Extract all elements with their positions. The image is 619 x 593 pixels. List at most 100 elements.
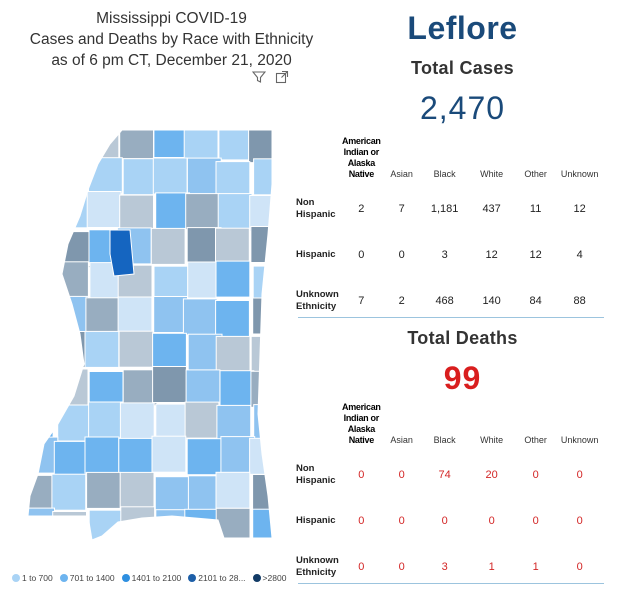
county-shape[interactable] [55, 191, 90, 229]
county-shape[interactable] [154, 476, 190, 514]
county-shape[interactable] [155, 403, 191, 441]
county-shape[interactable] [215, 227, 250, 265]
county-shape[interactable] [215, 471, 251, 509]
county-shape[interactable] [218, 124, 254, 161]
selected-county-shape[interactable] [109, 229, 135, 277]
county-shape[interactable] [248, 127, 283, 164]
county-shape[interactable] [186, 438, 222, 476]
county-shape[interactable] [88, 401, 123, 439]
county-shape[interactable] [250, 370, 284, 408]
legend-item[interactable]: 2101 to 28... [188, 573, 246, 583]
county-shape[interactable] [215, 507, 251, 544]
county-shape[interactable] [249, 437, 284, 475]
county-shape[interactable] [22, 507, 55, 544]
county-shape[interactable] [152, 366, 187, 403]
county-shape[interactable] [53, 331, 89, 368]
county-shape[interactable] [86, 471, 121, 509]
legend-swatch [59, 574, 68, 582]
table-cell: 4 [576, 249, 583, 261]
county-shape[interactable] [219, 370, 255, 408]
county-shape[interactable] [117, 296, 153, 334]
col-header: Black [433, 435, 456, 445]
county-shape[interactable] [84, 330, 120, 368]
county-shape[interactable] [215, 161, 251, 199]
county-shape[interactable] [153, 124, 189, 158]
table-cell: 0 [532, 515, 539, 527]
county-shape[interactable] [122, 158, 158, 196]
county-shape[interactable] [252, 474, 284, 511]
county-shape[interactable] [184, 401, 220, 439]
county-shape[interactable] [85, 297, 121, 335]
county-shape[interactable] [183, 125, 219, 162]
table-cell: 0 [398, 469, 405, 481]
county-shape[interactable] [54, 261, 89, 299]
table-row: Unknown Ethnicity 7 2 468 140 84 88 [296, 278, 603, 324]
table-cell: 0 [358, 561, 365, 573]
county-shape[interactable] [153, 296, 188, 333]
county-shape[interactable] [22, 371, 57, 409]
county-shape[interactable] [22, 158, 54, 196]
county-shape[interactable] [119, 194, 154, 232]
county-shape[interactable] [118, 437, 154, 475]
county-shape[interactable] [22, 265, 56, 303]
legend-item[interactable]: >2800 [252, 573, 286, 583]
county-shape[interactable] [151, 435, 187, 473]
deaths-table: American Indian or Alaska Native Asian B… [296, 402, 603, 590]
county-shape[interactable] [184, 508, 220, 544]
county-shape[interactable] [252, 508, 284, 544]
col-header: White [480, 169, 504, 179]
county-shape[interactable] [53, 368, 89, 406]
county-shape[interactable] [215, 260, 251, 298]
county-shape[interactable] [22, 474, 55, 512]
county-shape[interactable] [185, 369, 221, 407]
county-shape[interactable] [22, 230, 55, 268]
map-svg[interactable] [22, 124, 284, 544]
row-label: Non Hispanic [296, 463, 336, 486]
county-shape[interactable] [220, 436, 256, 474]
legend-item[interactable]: 1401 to 2100 [121, 573, 181, 583]
county-shape[interactable] [250, 335, 284, 373]
table-cell: 2 [358, 203, 365, 215]
county-shape[interactable] [53, 440, 89, 478]
title-line-2: Cases and Deaths by Race with Ethnicity [29, 31, 314, 48]
county-shape[interactable] [185, 193, 220, 231]
mississippi-county-map[interactable] [22, 124, 284, 544]
county-shape[interactable] [150, 227, 186, 265]
county-shape[interactable] [217, 193, 253, 231]
table-row: Non Hispanic 0 0 74 20 0 0 [296, 452, 603, 498]
county-shape[interactable] [119, 124, 154, 160]
county-shape[interactable] [122, 369, 158, 407]
county-shape[interactable] [252, 265, 284, 303]
county-shape[interactable] [52, 158, 88, 195]
county-shape[interactable] [86, 191, 122, 228]
county-shape[interactable] [84, 436, 120, 474]
county-shape[interactable] [252, 297, 284, 335]
county-shape[interactable] [155, 192, 190, 230]
county-shape[interactable] [215, 300, 250, 337]
county-shape[interactable] [152, 157, 188, 195]
legend-item[interactable]: 701 to 1400 [59, 573, 115, 583]
legend-item[interactable]: 1 to 700 [12, 573, 53, 583]
county-shape[interactable] [120, 506, 156, 543]
county-shape[interactable] [119, 402, 155, 440]
county-shape[interactable] [119, 471, 155, 509]
county-shape[interactable] [22, 124, 57, 161]
expand-icon[interactable] [275, 70, 289, 84]
county-shape[interactable] [253, 158, 284, 196]
county-shape[interactable] [57, 404, 92, 442]
county-shape[interactable] [22, 295, 57, 333]
county-shape[interactable] [22, 402, 54, 440]
county-shape[interactable] [118, 330, 154, 368]
county-shape[interactable] [51, 473, 87, 511]
county-shape[interactable] [216, 404, 252, 442]
county-shape[interactable] [152, 332, 187, 370]
county-shape[interactable] [23, 192, 57, 230]
county-shape[interactable] [182, 298, 218, 336]
legend-swatch [188, 574, 197, 582]
county-shape[interactable] [215, 335, 251, 373]
county-shape[interactable] [52, 124, 88, 161]
filter-icon[interactable] [252, 70, 266, 84]
county-shape[interactable] [24, 436, 59, 474]
col-header: White [480, 435, 504, 445]
county-shape[interactable] [23, 334, 58, 372]
